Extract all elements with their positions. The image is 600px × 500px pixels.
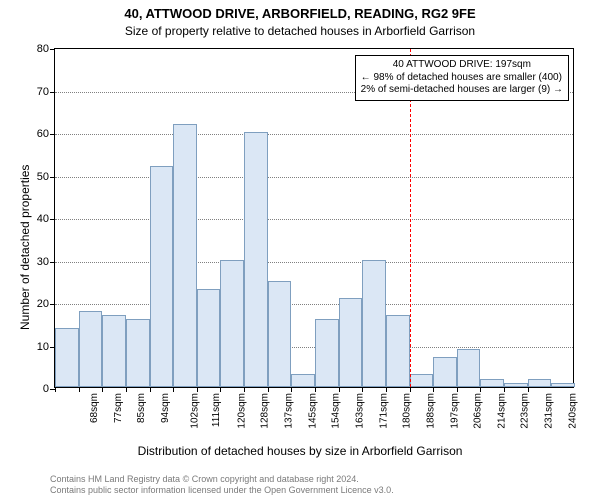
x-tick xyxy=(410,387,411,392)
annotation-line3: 2% of semi-detached houses are larger (9… xyxy=(361,84,563,97)
histogram-bar xyxy=(362,260,386,388)
histogram-bar xyxy=(410,374,434,387)
histogram-bar xyxy=(315,319,339,387)
x-tick xyxy=(79,387,80,392)
y-tick xyxy=(50,134,55,135)
x-tick-label: 77sqm xyxy=(113,393,124,423)
grid-line xyxy=(55,304,573,305)
histogram-bar xyxy=(528,379,552,388)
x-tick xyxy=(244,387,245,392)
x-tick xyxy=(528,387,529,392)
y-tick xyxy=(50,49,55,50)
x-tick-label: 128sqm xyxy=(260,393,271,429)
x-tick-label: 85sqm xyxy=(136,393,147,423)
y-axis-label: Number of detached properties xyxy=(18,165,32,330)
x-tick xyxy=(433,387,434,392)
y-tick-label: 0 xyxy=(43,383,49,395)
x-tick xyxy=(480,387,481,392)
grid-line xyxy=(55,262,573,263)
marker-annotation: 40 ATTWOOD DRIVE: 197sqm ← 98% of detach… xyxy=(355,55,569,101)
histogram-bar xyxy=(457,349,481,387)
x-tick xyxy=(362,387,363,392)
histogram-bar xyxy=(433,357,457,387)
x-tick-label: 180sqm xyxy=(402,393,413,429)
histogram-bar xyxy=(244,132,268,387)
footer-line1: Contains HM Land Registry data © Crown c… xyxy=(50,474,394,485)
x-tick-label: 231sqm xyxy=(544,393,555,429)
x-tick-label: 163sqm xyxy=(355,393,366,429)
annotation-line2: ← 98% of detached houses are smaller (40… xyxy=(361,72,563,85)
x-tick xyxy=(504,387,505,392)
x-tick-label: 111sqm xyxy=(211,393,222,427)
plot-area: 0102030405060708068sqm77sqm85sqm94sqm102… xyxy=(54,48,574,388)
histogram-bar xyxy=(268,281,292,387)
annotation-line1: 40 ATTWOOD DRIVE: 197sqm xyxy=(361,59,563,72)
histogram-bar xyxy=(102,315,126,387)
grid-line xyxy=(55,177,573,178)
histogram-bar xyxy=(291,374,315,387)
x-tick xyxy=(220,387,221,392)
y-tick xyxy=(50,262,55,263)
histogram-bar xyxy=(220,260,244,388)
y-tick-label: 30 xyxy=(37,256,49,268)
y-tick-label: 70 xyxy=(37,86,49,98)
x-tick-label: 102sqm xyxy=(189,393,200,429)
histogram-bar xyxy=(150,166,174,387)
x-tick-label: 171sqm xyxy=(378,393,389,429)
x-tick xyxy=(197,387,198,392)
x-tick-label: 120sqm xyxy=(236,393,247,429)
histogram-bar xyxy=(79,311,103,388)
x-tick xyxy=(457,387,458,392)
chart-title: 40, ATTWOOD DRIVE, ARBORFIELD, READING, … xyxy=(0,6,600,21)
x-tick-label: 68sqm xyxy=(89,393,100,423)
x-tick-label: 94sqm xyxy=(160,393,171,423)
x-tick-label: 145sqm xyxy=(307,393,318,429)
x-tick-label: 154sqm xyxy=(331,393,342,429)
histogram-bar xyxy=(480,379,504,388)
x-tick-label: 214sqm xyxy=(496,393,507,429)
y-tick xyxy=(50,177,55,178)
y-tick-label: 20 xyxy=(37,298,49,310)
y-tick xyxy=(50,92,55,93)
x-tick xyxy=(386,387,387,392)
footer-line2: Contains public sector information licen… xyxy=(50,485,394,496)
x-tick xyxy=(291,387,292,392)
footer-attribution: Contains HM Land Registry data © Crown c… xyxy=(50,474,394,497)
chart-subtitle: Size of property relative to detached ho… xyxy=(0,24,600,38)
histogram-bar xyxy=(551,383,575,387)
x-tick-label: 197sqm xyxy=(449,393,460,429)
y-tick-label: 40 xyxy=(37,213,49,225)
y-tick xyxy=(50,219,55,220)
x-tick xyxy=(55,387,56,392)
histogram-bar xyxy=(55,328,79,388)
histogram-bar xyxy=(504,383,528,387)
x-tick-label: 137sqm xyxy=(284,393,295,429)
x-tick-label: 206sqm xyxy=(473,393,484,429)
grid-line xyxy=(55,219,573,220)
histogram-bar xyxy=(339,298,363,387)
x-tick-label: 223sqm xyxy=(520,393,531,429)
y-tick-label: 60 xyxy=(37,128,49,140)
x-tick xyxy=(315,387,316,392)
y-tick-label: 10 xyxy=(37,341,49,353)
y-tick xyxy=(50,304,55,305)
y-tick-label: 80 xyxy=(37,43,49,55)
x-axis-label: Distribution of detached houses by size … xyxy=(0,444,600,458)
x-tick xyxy=(339,387,340,392)
x-tick-label: 240sqm xyxy=(567,393,578,429)
histogram-bar xyxy=(197,289,221,387)
histogram-bar xyxy=(386,315,410,387)
y-tick-label: 50 xyxy=(37,171,49,183)
histogram-bar xyxy=(126,319,150,387)
x-tick xyxy=(173,387,174,392)
x-tick xyxy=(126,387,127,392)
grid-line xyxy=(55,134,573,135)
figure-root: 40, ATTWOOD DRIVE, ARBORFIELD, READING, … xyxy=(0,0,600,500)
x-tick xyxy=(150,387,151,392)
x-tick xyxy=(102,387,103,392)
histogram-bar xyxy=(173,124,197,388)
x-tick xyxy=(268,387,269,392)
x-tick-label: 188sqm xyxy=(425,393,436,429)
